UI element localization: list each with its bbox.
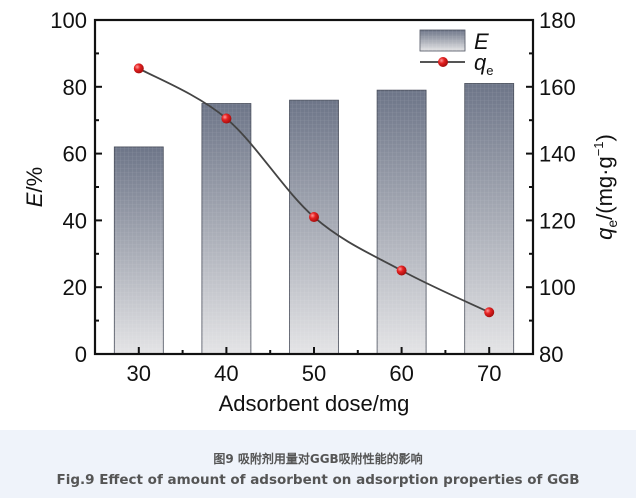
legend-label-sub: e <box>486 63 493 78</box>
bar-texture-50 <box>289 100 339 354</box>
legend-label-q: q <box>474 50 487 75</box>
legend-dot-swatch <box>438 57 448 67</box>
qe-point-30 <box>133 63 144 74</box>
right-tick-label: 120 <box>539 208 576 233</box>
right-axis-label-sup: −1 <box>591 141 606 156</box>
right-axis-label: qe/(mg·g−1) <box>591 134 620 240</box>
right-axis-label-unit: /(mg·g <box>592 156 617 220</box>
qe-point-70 <box>484 307 495 318</box>
right-tick-label: 100 <box>539 275 576 300</box>
left-tick-label: 80 <box>63 75 87 100</box>
caption-chinese: 图9 吸附剂用量对GGB吸附性能的影响 <box>213 452 423 466</box>
figure-caption: 图9 吸附剂用量对GGB吸附性能的影响 Fig.9 Effect of amou… <box>0 430 636 498</box>
bar-texture-40 <box>201 103 251 354</box>
right-tick-label: 140 <box>539 142 576 167</box>
x-tick-label: 30 <box>127 361 151 386</box>
legend-label-qe: qe <box>474 50 493 78</box>
x-tick-label: 60 <box>389 361 413 386</box>
right-tick-label: 160 <box>539 75 576 100</box>
bar-texture-30 <box>114 146 164 354</box>
axes: 0 20 40 60 80 100 80 100 120 140 160 180 30 40 50 60 70 A… <box>22 8 620 416</box>
bar-series-E <box>113 83 515 355</box>
left-axis-label-symbol: E <box>22 192 47 207</box>
right-axis-label-close: ) <box>592 134 617 141</box>
legend: Eqe <box>419 29 493 78</box>
left-tick-label: 60 <box>63 142 87 167</box>
bar-texture-60 <box>377 90 427 354</box>
x-tick-label: 50 <box>302 361 326 386</box>
x-tick-label: 40 <box>214 361 238 386</box>
right-axis-label-q: q <box>592 227 617 240</box>
left-axis-label-unit: /% <box>22 167 47 193</box>
right-tick-label: 80 <box>539 342 563 367</box>
line-series-qe <box>133 63 495 318</box>
legend-bar-texture <box>420 30 465 51</box>
x-axis-label: Adsorbent dose/mg <box>219 391 410 416</box>
qe-point-50 <box>309 212 319 223</box>
left-axis-label: E/% <box>22 167 47 207</box>
right-tick-label: 180 <box>539 8 576 33</box>
left-tick-label: 40 <box>63 208 87 233</box>
left-tick-label: 20 <box>63 275 87 300</box>
caption-english: Fig.9 Effect of amount of adsorbent on a… <box>56 472 580 488</box>
left-tick-label: 0 <box>75 342 87 367</box>
right-axis-label-sub: e <box>604 220 620 228</box>
chart: 0 20 40 60 80 100 80 100 120 140 160 180 30 40 50 60 70 A… <box>22 8 620 416</box>
left-tick-label: 100 <box>50 8 87 33</box>
qe-point-60 <box>396 265 407 276</box>
x-tick-label: 70 <box>477 361 501 386</box>
legend-label-E: E <box>474 29 489 54</box>
qe-point-40 <box>221 113 232 124</box>
